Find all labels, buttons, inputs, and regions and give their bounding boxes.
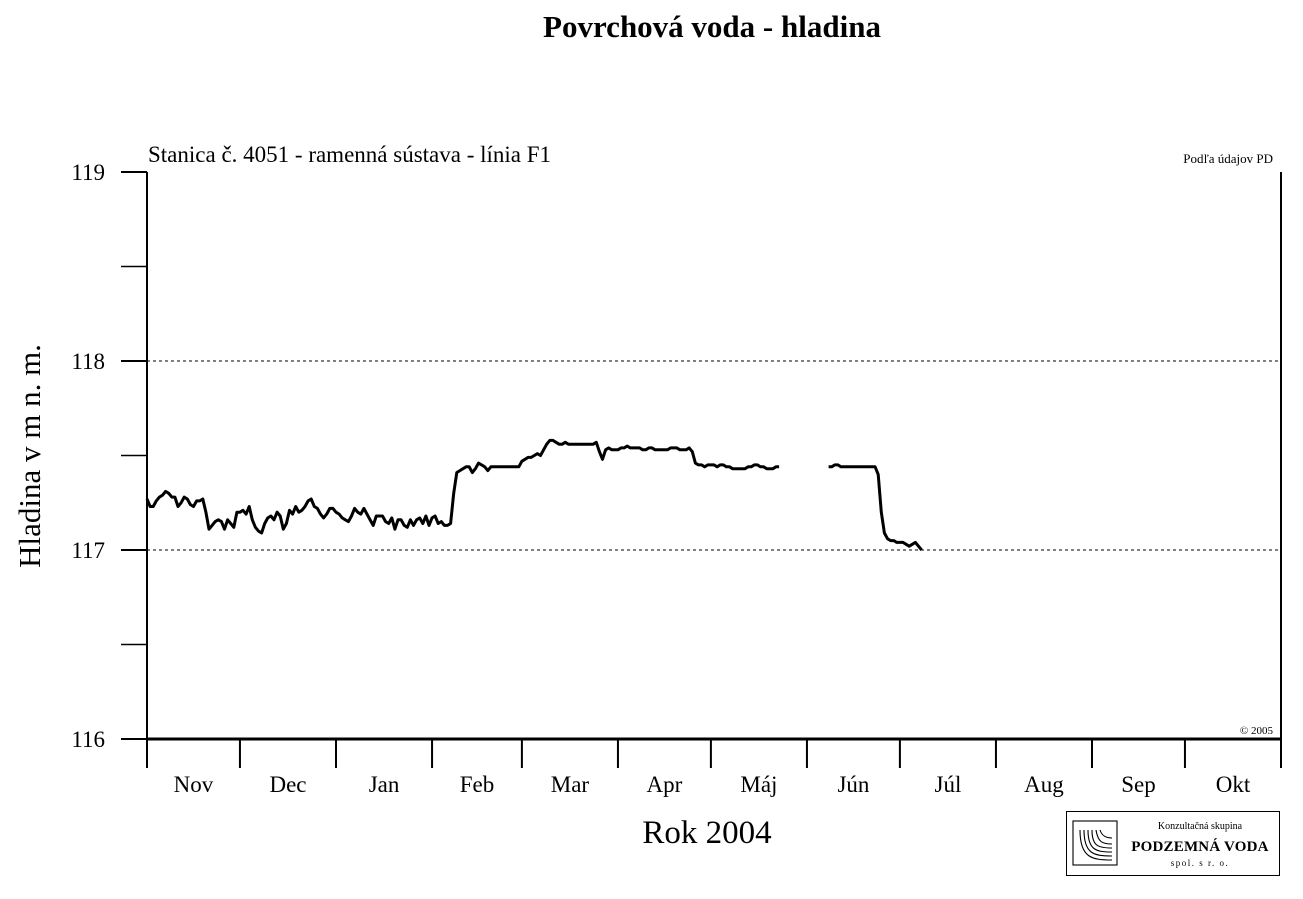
- x-ticks: Nov Dec Jan Feb Mar Apr Máj Jún Júl Aug Sep Okt: [146, 739, 1282, 797]
- company-logo: Konzultačná skupina PODZEMNÁ VODA spol. …: [1066, 811, 1280, 876]
- y-tick-label: 117: [71, 538, 105, 563]
- x-tick-label: Okt: [1216, 772, 1251, 797]
- series-line-segment: [145, 438, 780, 535]
- logo-company-name: PODZEMNÁ VODA: [1131, 839, 1269, 855]
- x-tick-label: Mar: [551, 772, 590, 797]
- x-tick-label: Nov: [174, 772, 214, 797]
- x-tick-label: Jún: [837, 772, 869, 797]
- x-axis-label: Rok 2004: [642, 815, 771, 851]
- y-ticks: 116 117 118 119: [71, 160, 147, 752]
- x-tick-label: Feb: [460, 772, 495, 797]
- axes-layer: [146, 172, 1282, 741]
- x-tick-label: Aug: [1024, 772, 1064, 797]
- series-line-segment: [828, 463, 923, 551]
- source-note: Podľa údajov PD: [1183, 151, 1273, 166]
- x-tick-label: Jan: [369, 772, 400, 797]
- chart-subtitle: Stanica č. 4051 - ramenná sústava - líni…: [148, 142, 551, 167]
- y-tick-label: 116: [71, 727, 105, 752]
- x-tick-label: Apr: [647, 772, 683, 797]
- y-axis-label: Hladina v m n. m.: [12, 344, 47, 568]
- logo-mark-icon: [1072, 820, 1118, 866]
- chart-title: Povrchová voda - hladina: [543, 9, 881, 44]
- y-tick-label: 119: [71, 160, 105, 185]
- x-tick-label: Dec: [269, 772, 306, 797]
- copyright-note: © 2005: [1240, 725, 1274, 737]
- x-tick-label: Júl: [935, 772, 962, 797]
- series-layer: [145, 438, 923, 551]
- grid-layer: [147, 360, 1281, 551]
- logo-line-1: Konzultačná skupina: [1157, 821, 1243, 832]
- y-tick-label: 118: [71, 349, 105, 374]
- logo-line-3: spol. s r. o.: [1170, 858, 1230, 868]
- x-tick-label: Sep: [1121, 772, 1156, 797]
- x-tick-label: Máj: [740, 772, 777, 797]
